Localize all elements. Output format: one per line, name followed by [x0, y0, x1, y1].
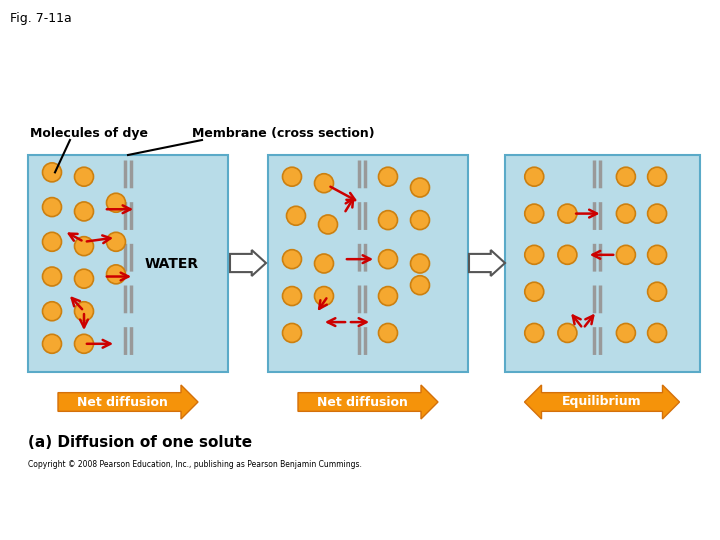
Circle shape	[42, 198, 61, 217]
Polygon shape	[58, 385, 198, 419]
Circle shape	[616, 245, 636, 264]
Circle shape	[410, 211, 430, 229]
Circle shape	[379, 249, 397, 269]
Circle shape	[379, 287, 397, 306]
Circle shape	[287, 206, 305, 225]
Circle shape	[282, 167, 302, 186]
Circle shape	[74, 237, 94, 255]
Circle shape	[42, 267, 61, 286]
Circle shape	[410, 276, 430, 295]
Circle shape	[74, 167, 94, 186]
Circle shape	[647, 282, 667, 301]
Polygon shape	[524, 385, 680, 419]
Circle shape	[74, 302, 94, 321]
Circle shape	[558, 323, 577, 342]
Circle shape	[647, 245, 667, 264]
Circle shape	[282, 287, 302, 306]
Circle shape	[42, 334, 61, 353]
Circle shape	[410, 178, 430, 197]
Polygon shape	[469, 250, 505, 276]
Polygon shape	[298, 385, 438, 419]
Circle shape	[525, 282, 544, 301]
Circle shape	[647, 323, 667, 342]
Circle shape	[379, 323, 397, 342]
Circle shape	[318, 215, 338, 234]
Text: Copyright © 2008 Pearson Education, Inc., publishing as Pearson Benjamin Cumming: Copyright © 2008 Pearson Education, Inc.…	[28, 460, 362, 469]
Circle shape	[315, 287, 333, 306]
Text: Fig. 7-11a: Fig. 7-11a	[10, 12, 72, 25]
FancyBboxPatch shape	[268, 155, 468, 372]
Circle shape	[616, 204, 636, 223]
Circle shape	[647, 204, 667, 223]
Circle shape	[616, 323, 636, 342]
Circle shape	[42, 232, 61, 251]
Circle shape	[282, 323, 302, 342]
Circle shape	[74, 334, 94, 353]
Circle shape	[558, 204, 577, 223]
Polygon shape	[230, 250, 266, 276]
Text: (a) Diffusion of one solute: (a) Diffusion of one solute	[28, 435, 252, 450]
FancyBboxPatch shape	[28, 155, 228, 372]
Text: Net diffusion: Net diffusion	[78, 395, 168, 408]
Circle shape	[379, 167, 397, 186]
Circle shape	[107, 193, 125, 212]
Circle shape	[282, 249, 302, 269]
Circle shape	[647, 167, 667, 186]
Circle shape	[525, 167, 544, 186]
Circle shape	[107, 265, 125, 284]
Circle shape	[315, 254, 333, 273]
Circle shape	[616, 167, 636, 186]
Text: Membrane (cross section): Membrane (cross section)	[192, 127, 374, 140]
Circle shape	[107, 232, 125, 251]
Text: Equilibrium: Equilibrium	[562, 395, 642, 408]
Circle shape	[74, 202, 94, 221]
Circle shape	[525, 323, 544, 342]
FancyBboxPatch shape	[505, 155, 700, 372]
Text: Molecules of dye: Molecules of dye	[30, 127, 148, 140]
Circle shape	[42, 163, 61, 182]
Circle shape	[558, 245, 577, 264]
Circle shape	[410, 254, 430, 273]
Circle shape	[379, 211, 397, 229]
Circle shape	[74, 269, 94, 288]
Text: WATER: WATER	[145, 256, 199, 271]
Circle shape	[315, 174, 333, 193]
Circle shape	[42, 302, 61, 321]
Text: Net diffusion: Net diffusion	[318, 395, 408, 408]
Circle shape	[525, 204, 544, 223]
Circle shape	[525, 245, 544, 264]
